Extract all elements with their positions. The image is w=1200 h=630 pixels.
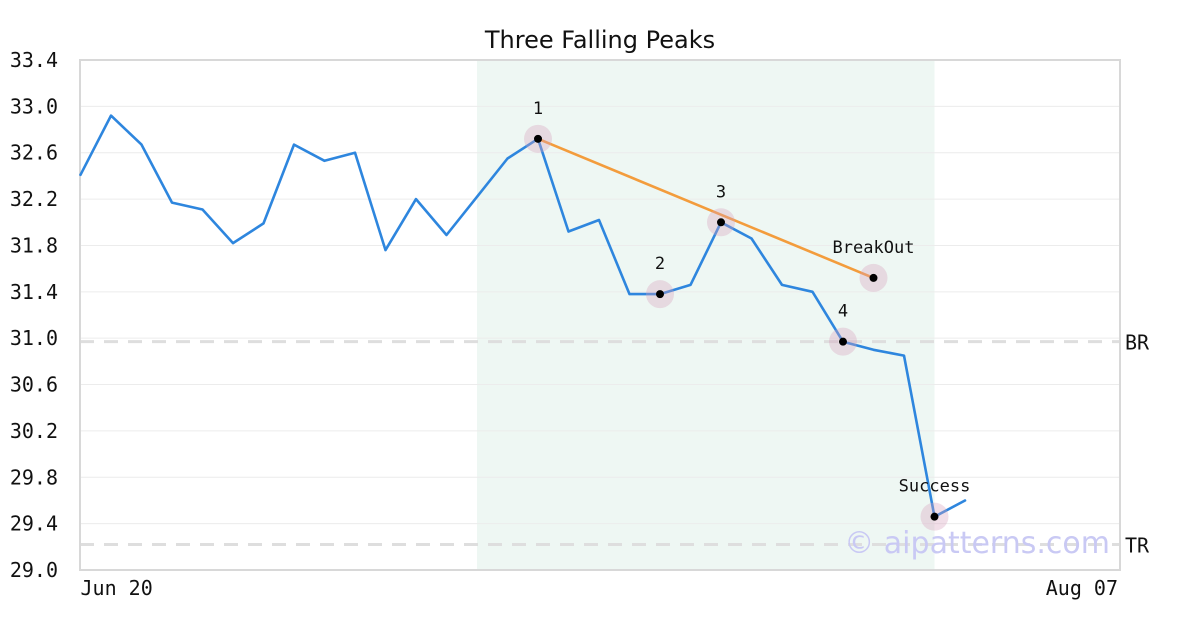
y-tick-label: 29.4 <box>10 512 58 536</box>
y-tick-label: 29.8 <box>10 465 58 489</box>
chart-title: Three Falling Peaks <box>484 26 715 54</box>
y-tick-label: 30.2 <box>10 419 58 443</box>
annotation-point <box>839 337 847 346</box>
y-tick-label: 32.6 <box>10 141 58 165</box>
watermark-layer: © aipatterns.com <box>844 526 1110 561</box>
series-layer <box>79 114 967 519</box>
y-tick-label: 31.0 <box>10 326 58 350</box>
annotation-label: Success <box>899 477 971 497</box>
series-line <box>79 114 967 519</box>
annotation-point <box>869 273 878 282</box>
annotation-point <box>930 512 939 521</box>
watermark: © aipatterns.com <box>844 526 1110 561</box>
y-tick-label: 31.4 <box>10 280 58 304</box>
annotation-label: 3 <box>716 182 726 202</box>
y-axis-ticks: 29.0 29.4 29.8 30.2 30.6 31.0 31.4 31.8 32.2 32.6… <box>10 48 58 582</box>
trendline <box>536 137 875 280</box>
annotation-point <box>656 290 664 299</box>
x-tick-label: Jun 20 <box>81 576 153 600</box>
annotation-point <box>534 134 542 143</box>
annotation-label: 2 <box>655 254 665 274</box>
x-axis-ticks: Jun 20 Aug 07 <box>81 576 1119 600</box>
annotation-label: 4 <box>838 302 848 322</box>
level-lines: BR TR <box>80 331 1150 558</box>
level-label: TR <box>1125 534 1150 558</box>
y-tick-label: 33.4 <box>10 48 58 72</box>
annotation-markers: 1 2 3 4 BreakOut Success <box>524 99 970 531</box>
trendline-layer <box>536 137 875 280</box>
annotation-point <box>717 218 725 227</box>
y-tick-label: 29.0 <box>10 558 58 582</box>
y-tick-label: 32.2 <box>10 187 58 211</box>
level-label: BR <box>1125 331 1150 355</box>
annotation-label: BreakOut <box>833 238 915 258</box>
x-tick-label: Aug 07 <box>1046 576 1118 600</box>
y-tick-label: 33.0 <box>10 94 58 118</box>
y-tick-label: 31.8 <box>10 233 58 257</box>
annotation-label: 1 <box>533 99 543 119</box>
y-tick-label: 30.6 <box>10 373 58 397</box>
plot-frame <box>79 59 1121 571</box>
